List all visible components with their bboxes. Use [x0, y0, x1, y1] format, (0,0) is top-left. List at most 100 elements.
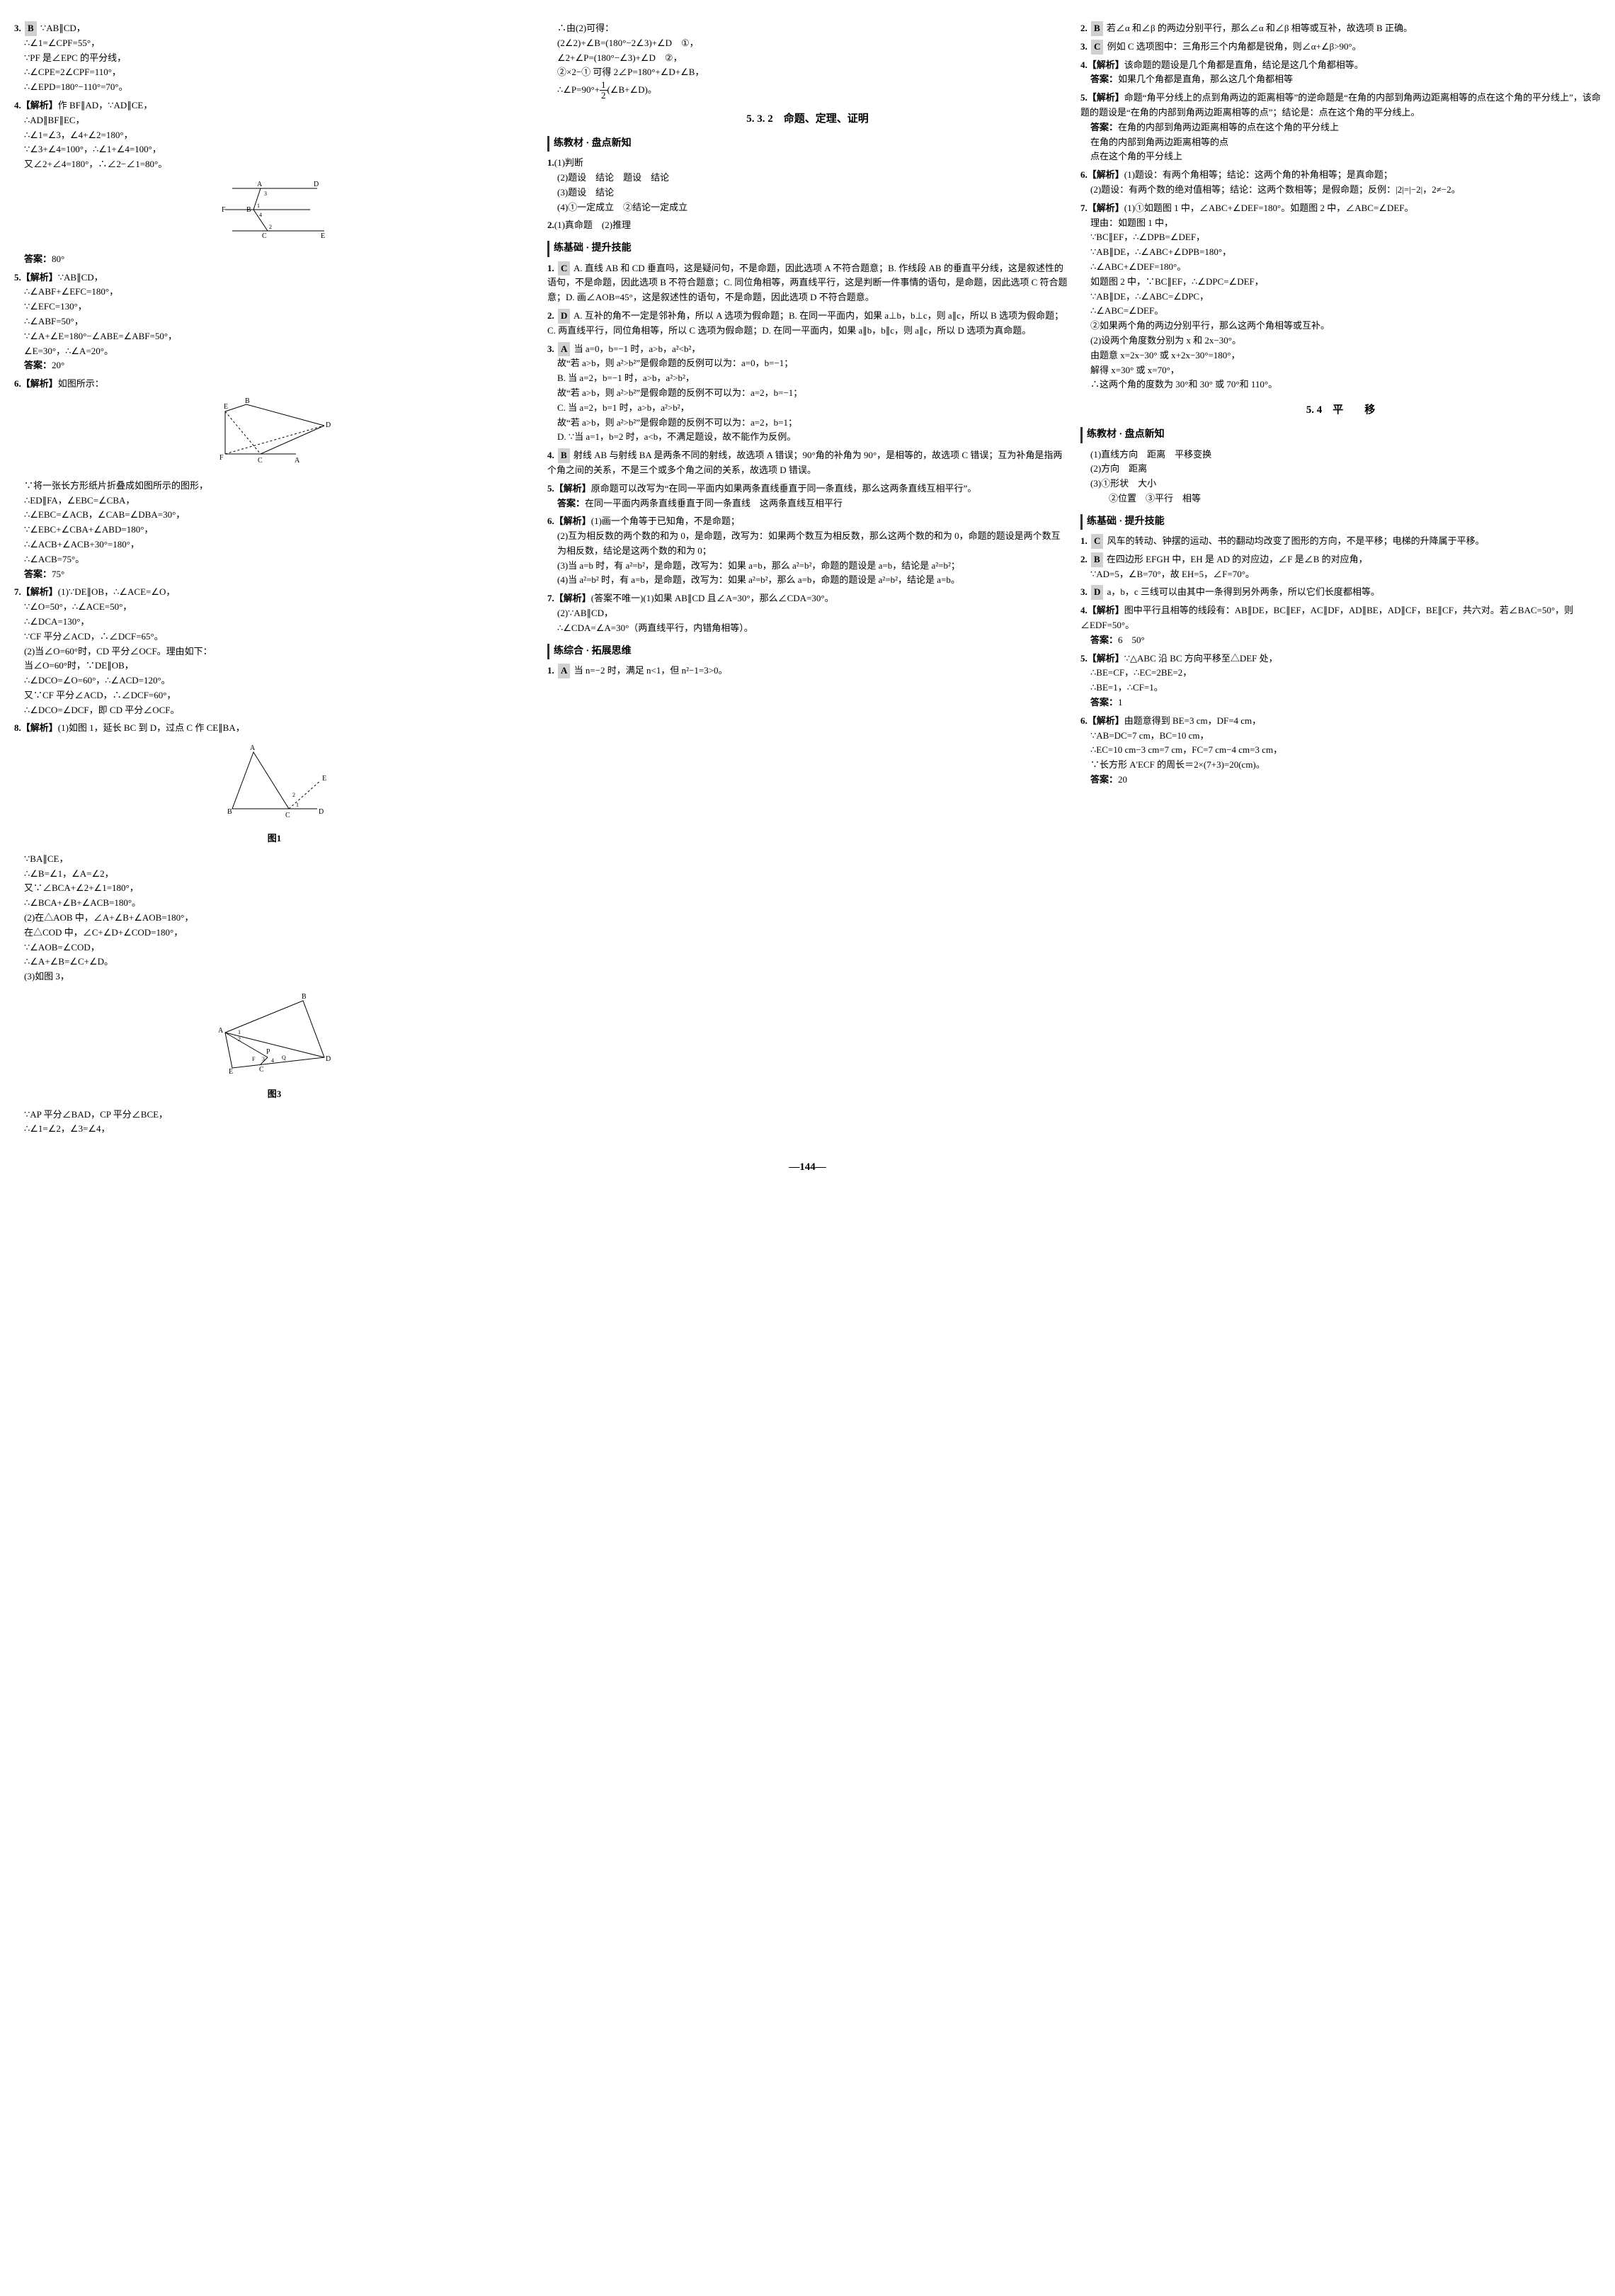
col2-top: ∴由(2)可得： (2∠2)+∠B=(180°−2∠3)+∠D ①， ∠2+∠P…: [547, 21, 1068, 101]
b7-l3: ∴∠CDA=∠A=30°（两直线平行，内错角相等）。: [547, 621, 1068, 636]
b6-l3: (3)当 a=b 时，有 a²=b²，是命题，改写为：如果 a=b，那么 a²=…: [547, 559, 1068, 574]
q4-figure: A D F B C E 3 1 4 2: [14, 178, 535, 246]
c6-l2: (2)题设：有两个数的绝对值相等；结论：这两个数相等；是假命题；反例：|2|=|…: [1080, 183, 1601, 198]
q7-label: 【解析】: [21, 586, 58, 597]
c7-l4: ∵AB∥DE，∴∠ABC+∠DPB=180°，: [1080, 245, 1601, 260]
svg-text:D: D: [326, 1055, 331, 1063]
c7-l1: (1)①如题图 1 中，∠ABC+∠DEF=180°。如题图 2 中，∠ABC=…: [1124, 203, 1414, 213]
b6-l4: (4)当 a²=b² 时，有 a=b，是命题，改写为：如果 a²=b²，那么 a…: [547, 573, 1068, 588]
fig1-label: 图1: [14, 831, 535, 846]
q8-l11: ∴∠1=∠2，∠3=∠4，: [14, 1122, 535, 1137]
e4-num: 4.: [1080, 605, 1088, 615]
p1: 1.(1)判断 (2)题设 结论 题设 结论 (3)题设 结论 (4)①一定成立…: [547, 156, 1068, 215]
c4-label: 【解析】: [1088, 59, 1124, 70]
c7-label: 【解析】: [1088, 203, 1124, 213]
q3-l4: ∴∠CPE=2∠CPF=110°，: [14, 65, 535, 80]
q5: 5.【解析】∵AB∥CD， ∴∠ABF+∠EFC=180°， ∵∠EFC=130…: [14, 271, 535, 374]
t-l5: ∴∠P=90°+12(∠B+∠D)。: [557, 80, 1068, 101]
q4-l4: ∵∠3+∠4=100°，∴∠1+∠4=100°，: [14, 142, 535, 157]
b3-ans: A: [558, 342, 570, 357]
c2: 2. B 若∠α 和∠β 的两边分别平行，那么∠α 和∠β 相等或互补，故选项 …: [1080, 21, 1601, 36]
p1-l2: (2)题设 结论 题设 结论: [547, 171, 1068, 186]
c3-ans: C: [1091, 40, 1103, 55]
b7-l1: (答案不唯一)(1)如果 AB∥CD 且∠A=30°，那么∠CDA=30°。: [591, 593, 834, 603]
q8-label: 【解析】: [21, 722, 58, 733]
svg-text:A: A: [295, 457, 300, 465]
e6-num: 6.: [1080, 715, 1088, 726]
e4: 4.【解析】图中平行且相等的线段有：AB∥DE，BC∥EF，AC∥DF，AD∥B…: [1080, 603, 1601, 647]
svg-text:F: F: [219, 454, 224, 462]
c6-num: 6.: [1080, 169, 1088, 180]
q4-l3: ∴∠1=∠3，∠4+∠2=180°，: [14, 128, 535, 143]
svg-text:D: D: [319, 808, 324, 816]
c5-ans: 在角的内部到角两边距离相等的点在这个角的平分线上: [1118, 122, 1339, 132]
svg-text:3: 3: [264, 191, 267, 197]
q8-l4: ∴∠BCA+∠B+∠ACB=180°。: [14, 896, 535, 911]
e2-l2: ∵AD=5，∠B=70°，故 EH=5，∠F=70°。: [1080, 567, 1601, 582]
svg-text:A: A: [257, 181, 263, 188]
q7-l6: 当∠O=60°时，∵DE∥OB，: [14, 659, 535, 674]
svg-text:A: A: [218, 1027, 224, 1035]
c3-sub2: 练基础 · 提升技能: [1080, 514, 1601, 530]
e4-ans-label: 答案：: [1090, 635, 1118, 645]
q8-l5: (2)在△AOB 中，∠A+∠B+∠AOB=180°，: [14, 911, 535, 926]
e1: 1. C 风车的转动、钟摆的运动、书的翻动均改变了图形的方向，不是平移；电梯的升…: [1080, 534, 1601, 549]
e3-num: 3.: [1080, 586, 1088, 597]
q6-l6: ∴∠ACB+∠ACB+30°=180°，: [14, 538, 535, 552]
b7-num: 7.: [547, 593, 554, 603]
q5-num: 5.: [14, 272, 21, 283]
q8-figure1: A B C D E 2 1 图1: [14, 741, 535, 846]
fig3-label: 图3: [14, 1087, 535, 1102]
c4-l1: 该命题的题设是几个角都是直角，结论是这几个角都相等。: [1124, 59, 1364, 70]
e1-num: 1.: [1080, 535, 1088, 546]
b4-l1: 射线 AB 与射线 BA 是两条不同的射线，故选项 A 错误；90°角的补角为 …: [547, 450, 1062, 475]
c7-l2: 理由：如题图 1 中，: [1080, 216, 1601, 231]
svg-text:B: B: [227, 808, 232, 816]
svg-text:1: 1: [257, 203, 260, 209]
b7-label: 【解析】: [554, 593, 591, 603]
d1-l2: (2)方向 距离: [1090, 462, 1601, 477]
c4-ans-label: 答案：: [1090, 74, 1118, 84]
c6: 6.【解析】(1)题设：有两个角相等；结论：这两个角的补角相等；是真命题； (2…: [1080, 168, 1601, 198]
q3-l5: ∴∠EPD=180°−110°=70°。: [14, 80, 535, 95]
svg-text:Q: Q: [282, 1055, 286, 1061]
b6-num: 6.: [547, 516, 554, 526]
svg-text:P: P: [266, 1048, 270, 1056]
b5-label: 【解析】: [554, 483, 591, 494]
q6-l5: ∵∠EBC+∠CBA+∠ABD=180°，: [14, 523, 535, 538]
e6: 6.【解析】由题意得到 BE=3 cm，DF=4 cm， ∵AB=DC=7 cm…: [1080, 714, 1601, 788]
b4-ans: B: [558, 448, 570, 463]
c7-l11: 由题意 x=2x−30° 或 x+2x−30°=180°，: [1080, 348, 1601, 363]
svg-text:3: 3: [262, 1056, 265, 1062]
b3-l7: D. ∵当 a=1，b=2 时，a<b，不满足题设，故不能作为反例。: [547, 430, 1068, 445]
q6-label: 【解析】: [21, 378, 58, 389]
t-l4: ②×2−① 可得 2∠P=180°+∠D+∠B，: [557, 65, 1068, 80]
e4-l1: 图中平行且相等的线段有：AB∥DE，BC∥EF，AC∥DF，AD∥BE，AD∥C…: [1080, 605, 1573, 630]
q8-l8: ∴∠A+∠B=∠C+∠D。: [14, 955, 535, 970]
c7: 7.【解析】(1)①如题图 1 中，∠ABC+∠DEF=180°。如题图 2 中…: [1080, 201, 1601, 392]
z1-l1: 当 n=−2 时，满足 n<1，但 n²−1=3>0。: [574, 665, 728, 676]
svg-text:1: 1: [238, 1029, 241, 1035]
q4-l1: 作 BF∥AD，∵AD∥CE，: [58, 100, 153, 110]
b2-ans: D: [558, 309, 570, 324]
b3-l5: C. 当 a=2，b=1 时，a>b，a²>b²，: [547, 401, 1068, 416]
b1-num: 1.: [547, 263, 554, 273]
b4-num: 4.: [547, 450, 554, 460]
svg-text:4: 4: [271, 1057, 274, 1064]
b1-ans: C: [558, 261, 570, 276]
q8-num: 8.: [14, 722, 21, 733]
z1-ans: A: [558, 664, 570, 678]
b7: 7.【解析】(答案不唯一)(1)如果 AB∥CD 且∠A=30°，那么∠CDA=…: [547, 591, 1068, 635]
e2-l1: 在四边形 EFGH 中，EH 是 AD 的对应边，∠F 是∠B 的对应角，: [1107, 554, 1368, 564]
b3-l1: 当 a=0，b=−1 时，a>b，a²<b²，: [574, 343, 701, 354]
q6-l3: ∴ED∥FA，∠EBC=∠CBA，: [14, 494, 535, 508]
e5-l3: ∴BE=1，∴CF=1。: [1080, 681, 1601, 695]
q5-l4: ∴∠ABF=50°，: [14, 314, 535, 329]
d1-l4: ②位置 ③平行 相等: [1090, 491, 1601, 506]
e3-ans: D: [1091, 585, 1103, 600]
c5-ans2: 在角的内部到角两边距离相等的点: [1080, 135, 1601, 150]
e6-label: 【解析】: [1088, 715, 1124, 726]
t-l1: ∴由(2)可得：: [557, 21, 1068, 36]
q5-l2: ∴∠ABF+∠EFC=180°，: [14, 285, 535, 300]
svg-text:F: F: [222, 206, 226, 214]
